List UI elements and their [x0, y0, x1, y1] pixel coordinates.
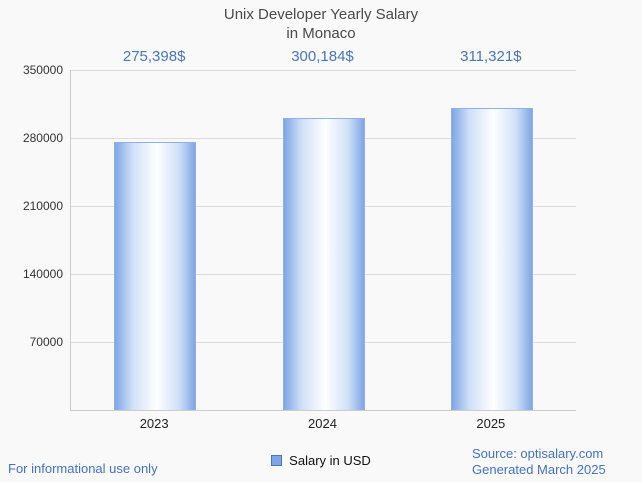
y-tick-label: 350000	[22, 63, 63, 77]
x-tick-label-2024: 2024	[308, 416, 337, 431]
y-tick-label: 280000	[22, 131, 63, 145]
y-tick-label: 210000	[22, 199, 63, 213]
legend: Salary in USD	[0, 453, 642, 468]
legend-label: Salary in USD	[289, 453, 371, 468]
bar-2023	[114, 142, 197, 410]
bar-2025	[450, 107, 533, 410]
value-label-2023: 275,398$	[122, 48, 186, 65]
value-label-2025: 311,321$	[460, 48, 522, 65]
source-text: Source: optisalary.com Generated March 2…	[472, 445, 606, 477]
x-tick-label-2025: 2025	[476, 416, 506, 431]
chart-title: Unix Developer Yearly Salary in Monaco	[223, 6, 419, 42]
value-label-2024: 300,184$	[291, 48, 354, 65]
x-tick-label-2023: 2023	[139, 416, 169, 431]
legend-swatch-icon	[271, 455, 283, 466]
gridline	[71, 70, 576, 71]
bar-2024	[282, 118, 365, 410]
disclaimer-text: For informational use only	[8, 461, 158, 476]
y-tick-label: 140000	[22, 267, 63, 281]
x-axis-labels: 2023 2024 2025	[70, 416, 575, 434]
y-tick-label: 70000	[29, 335, 63, 349]
value-labels-row: 275,398$ 300,184$ 311,321$	[70, 48, 575, 70]
plot-area: 70000 140000 210000 280000 350000	[23, 63, 576, 411]
